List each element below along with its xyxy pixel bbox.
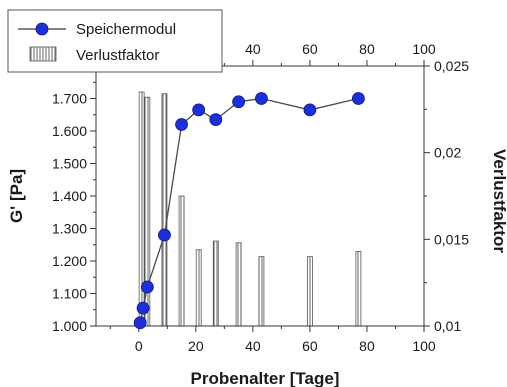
verlustfaktor-bar: [195, 249, 202, 327]
y-tick-label-left: 1.500: [52, 156, 87, 172]
speichermodul-point: [175, 118, 188, 131]
legend-bar-swatch: [29, 46, 57, 62]
x-tick-label-bottom: 80: [359, 338, 375, 354]
y-tick-label-right: 0,01: [434, 318, 461, 334]
legend-box: [7, 9, 223, 73]
x-tick-label-bottom: 20: [188, 338, 204, 354]
y-tick-label-right: 0,02: [434, 145, 461, 161]
x-tick-label-top: 80: [359, 41, 375, 57]
x-tick-label-bottom: 100: [412, 338, 436, 354]
speichermodul-line: [139, 97, 359, 323]
y-tick-label-left: 1.400: [52, 188, 87, 204]
x-tick-label-bottom: 40: [245, 338, 261, 354]
speichermodul-point: [351, 92, 365, 105]
verlustfaktor-bar: [178, 195, 185, 327]
y-axis-title-left: G' [Pa]: [7, 169, 26, 223]
speichermodul-point: [133, 316, 147, 330]
speichermodul-point: [255, 92, 268, 105]
verlustfaktor-bar: [355, 251, 362, 327]
y-tick-label-right: 0,015: [434, 231, 469, 247]
verlustfaktor-bar: [161, 93, 168, 327]
y-tick-label-left: 1.600: [52, 123, 87, 139]
legend-entry-verlustfaktor: Verlustfaktor: [76, 47, 159, 64]
verlustfaktor-bar: [307, 256, 313, 327]
x-axis-title: Probenalter [Tage]: [191, 369, 340, 387]
speichermodul-point: [209, 113, 223, 127]
speichermodul-point: [140, 280, 154, 294]
verlustfaktor-bar: [258, 256, 265, 327]
y-tick-label-left: 1.300: [52, 221, 87, 237]
x-tick-label-top: 60: [302, 41, 318, 57]
x-tick-label-bottom: 60: [302, 338, 318, 354]
x-tick-label-top: 100: [412, 41, 436, 57]
verlustfaktor-bar: [235, 242, 242, 327]
y-tick-label-left: 1.700: [52, 91, 87, 107]
verlustfaktor-bar: [212, 240, 219, 327]
legend-entry-speichermodul: Speichermodul: [76, 21, 176, 38]
speichermodul-point: [136, 301, 150, 315]
speichermodul-point: [303, 103, 317, 117]
y-tick-label-left: 1.200: [52, 253, 87, 269]
speichermodul-point: [192, 103, 206, 117]
y-tick-label-left: 1.100: [52, 286, 87, 302]
y-axis-title-right: Verlustfaktor: [490, 149, 507, 253]
speichermodul-point: [232, 95, 246, 109]
y-tick-label-left: 1.000: [52, 318, 87, 334]
y-tick-label-right: 0,025: [434, 58, 469, 74]
legend-marker-swatch: [35, 22, 49, 36]
x-tick-label-bottom: 0: [135, 338, 143, 354]
x-tick-label-top: 40: [245, 41, 261, 57]
speichermodul-point: [158, 228, 171, 242]
